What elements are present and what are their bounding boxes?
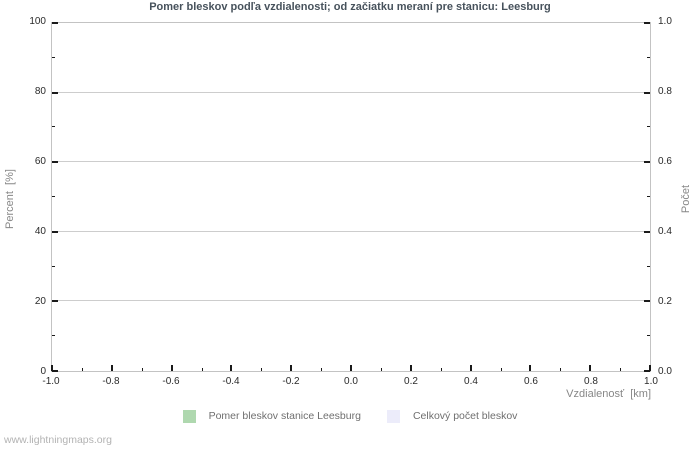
- legend-label: Celkový počet bleskov: [412, 410, 518, 422]
- y-axis-tick-label-left: 80: [34, 86, 46, 97]
- x-axis-tick-label: 0.4: [464, 376, 478, 387]
- legend-swatch: [386, 409, 400, 423]
- y-axis-tick-label-left: 20: [34, 296, 46, 307]
- y-axis-tick-left: [52, 300, 58, 303]
- x-axis-tick: [170, 365, 173, 371]
- y-axis-tick-label-right: 0.2: [658, 296, 672, 307]
- y-axis-title-left: Percent [%]: [4, 169, 16, 229]
- legend-item: Pomer bleskov stanice Leesburg: [182, 409, 361, 423]
- x-axis-tick-label: -0.8: [102, 376, 120, 387]
- x-axis-tick-label: 0.8: [584, 376, 598, 387]
- y-axis-minor-tick-left: [52, 265, 55, 267]
- y-axis-minor-tick-right: [647, 126, 650, 128]
- y-axis-tick-right: [644, 91, 650, 94]
- y-axis-tick-label-left: 40: [34, 226, 46, 237]
- y-axis-tick-label-left: 60: [34, 156, 46, 167]
- x-axis-tick-label: -0.4: [222, 376, 240, 387]
- x-axis-tick: [51, 365, 53, 371]
- legend-label: Pomer bleskov stanice Leesburg: [208, 410, 361, 422]
- x-axis-tick-label: -0.6: [162, 376, 180, 387]
- x-axis-minor-tick: [440, 368, 442, 371]
- y-axis-tick-label-left: 100: [29, 16, 46, 27]
- x-axis-tick: [529, 365, 532, 371]
- x-axis-tick: [110, 365, 113, 371]
- x-axis-tick: [290, 365, 293, 371]
- y-axis-tick-left: [52, 230, 58, 233]
- x-axis-tick: [469, 365, 472, 371]
- x-axis-title: Vzdialenosť [km]: [566, 388, 651, 400]
- y-axis-tick-right: [644, 230, 650, 233]
- x-axis-minor-tick: [81, 368, 83, 371]
- legend: Pomer bleskov stanice Leesburg Celkový po…: [0, 408, 700, 424]
- x-axis-tick-label: 0.6: [524, 376, 538, 387]
- legend-swatch: [182, 409, 196, 423]
- plot-area: [51, 22, 651, 372]
- y-axis-tick-right: [644, 22, 650, 24]
- x-axis-tick-label: -1.0: [42, 376, 60, 387]
- x-axis-minor-tick: [201, 368, 203, 371]
- x-axis-minor-tick: [620, 368, 622, 371]
- gridline: [52, 230, 650, 232]
- y-axis-title-right: Počet: [680, 184, 692, 214]
- x-axis-tick-label: -0.2: [282, 376, 300, 387]
- x-axis-minor-tick: [141, 368, 143, 371]
- y-axis-minor-tick-left: [52, 196, 55, 197]
- gridline: [52, 161, 650, 163]
- x-axis-tick: [649, 365, 651, 371]
- y-axis-minor-tick-left: [52, 335, 55, 337]
- y-axis-minor-tick-left: [52, 126, 55, 128]
- y-axis-tick-left: [52, 161, 58, 164]
- y-axis-minor-tick-right: [647, 335, 650, 337]
- y-axis-tick-right: [644, 370, 650, 372]
- legend-item: Celkový počet bleskov: [386, 409, 518, 423]
- y-axis-minor-tick-right: [647, 196, 650, 197]
- x-axis-minor-tick: [380, 368, 382, 371]
- x-axis-minor-tick: [321, 368, 323, 371]
- x-axis-tick: [230, 365, 233, 371]
- y-axis-tick-left: [52, 22, 58, 24]
- y-axis-tick-label-right: 0.4: [658, 226, 672, 237]
- x-axis-tick: [409, 365, 412, 371]
- x-axis-tick: [589, 365, 592, 371]
- y-axis-tick-label-left: 0: [40, 366, 46, 377]
- y-axis-tick-label-right: 0.8: [658, 86, 672, 97]
- y-axis-tick-left: [52, 91, 58, 94]
- gridline: [52, 91, 650, 93]
- x-axis-tick-label: 0.2: [404, 376, 418, 387]
- y-axis-minor-tick-left: [52, 56, 55, 58]
- y-axis-tick-left: [52, 370, 58, 372]
- x-axis-tick-label: 1.0: [644, 376, 658, 387]
- x-axis-tick-label: 0.0: [344, 376, 358, 387]
- y-axis-tick-label-right: 0.0: [658, 366, 672, 377]
- y-axis-tick-label-right: 0.6: [658, 156, 672, 167]
- y-axis-minor-tick-right: [647, 265, 650, 267]
- y-axis-minor-tick-right: [647, 56, 650, 58]
- y-axis-tick-right: [644, 300, 650, 303]
- x-axis-minor-tick: [261, 368, 263, 371]
- x-axis-minor-tick: [500, 368, 502, 371]
- x-axis-minor-tick: [560, 368, 562, 371]
- y-axis-tick-right: [644, 161, 650, 164]
- chart-title: Pomer bleskov podľa vzdialenosti; od zač…: [149, 1, 551, 13]
- x-axis-tick: [350, 365, 352, 371]
- watermark: www.lightningmaps.org: [4, 434, 112, 446]
- y-axis-tick-label-right: 1.0: [658, 16, 672, 27]
- gridline: [52, 300, 650, 302]
